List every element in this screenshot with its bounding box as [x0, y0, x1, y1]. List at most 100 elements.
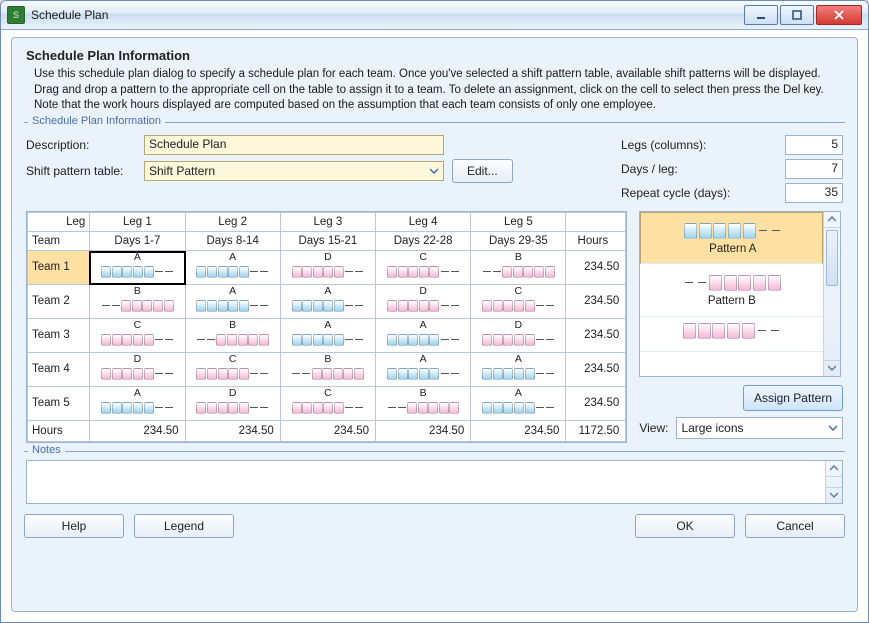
cancel-button[interactable]: Cancel [745, 514, 845, 538]
schedule-plan-window: S Schedule Plan Schedule Plan Informatio… [0, 0, 869, 623]
leg-hours: 234.50 [376, 420, 471, 441]
pattern-palette[interactable]: Pattern A Pattern B [639, 211, 841, 377]
leg-header[interactable]: Leg 2 [185, 212, 280, 231]
scroll-up-icon[interactable] [826, 461, 842, 477]
team-hours: 234.50 [566, 284, 626, 318]
schedule-cell[interactable]: C [90, 320, 184, 352]
days-per-leg-label: Days / leg: [621, 162, 777, 176]
notes-scrollbar[interactable] [825, 461, 842, 503]
leg-header[interactable]: Leg 1 [90, 212, 185, 231]
maximize-button[interactable] [780, 5, 814, 25]
schedule-cell[interactable]: A [376, 354, 470, 386]
team-hours: 234.50 [566, 250, 626, 284]
legend-button[interactable]: Legend [134, 514, 234, 538]
hours-footer-label: Hours [28, 420, 90, 441]
team-row-header[interactable]: Team 4 [28, 352, 90, 386]
view-select-value: Large icons [681, 421, 743, 435]
schedule-cell[interactable]: B [186, 320, 280, 352]
scroll-thumb[interactable] [826, 230, 838, 286]
edit-button[interactable]: Edit... [452, 159, 513, 183]
view-select[interactable]: Large icons [676, 417, 843, 439]
app-icon: S [7, 6, 25, 24]
schedule-cell[interactable]: D [471, 320, 565, 352]
leg-days-header[interactable]: Days 22-28 [376, 231, 471, 250]
notes-fieldset: Notes [24, 451, 845, 504]
team-row-header[interactable]: Team 3 [28, 318, 90, 352]
team-row-header[interactable]: Team 2 [28, 284, 90, 318]
close-button[interactable] [816, 5, 862, 25]
palette-item-label: Pattern B [708, 295, 756, 307]
dialog-header: Schedule Plan Information [26, 48, 845, 63]
repeat-cycle-label: Repeat cycle (days): [621, 186, 777, 200]
schedule-cell[interactable]: B [90, 286, 184, 318]
schedule-cell[interactable]: B [376, 388, 470, 420]
leg-days-header[interactable]: Days 15-21 [280, 231, 375, 250]
palette-item[interactable] [640, 317, 823, 352]
team-hours: 234.50 [566, 386, 626, 420]
schedule-cell[interactable]: A [471, 388, 565, 420]
schedule-table[interactable]: LegLeg 1Leg 2Leg 3Leg 4Leg 5TeamDays 1-7… [26, 211, 627, 443]
legs-label: Legs (columns): [621, 138, 777, 152]
repeat-cycle-input[interactable]: 35 [785, 183, 843, 203]
shift-pattern-table-label: Shift pattern table: [26, 164, 136, 178]
ok-button[interactable]: OK [635, 514, 735, 538]
schedule-cell[interactable]: A [186, 286, 280, 318]
schedule-cell[interactable]: C [281, 388, 375, 420]
scroll-down-icon[interactable] [826, 487, 842, 503]
schedule-plan-info-fieldset: Schedule Plan Information Description: S… [24, 122, 845, 443]
schedule-cell[interactable]: B [471, 252, 565, 284]
leg-hours: 234.50 [471, 420, 566, 441]
schedule-cell[interactable]: C [471, 286, 565, 318]
leg-header[interactable]: Leg 4 [376, 212, 471, 231]
schedule-cell[interactable]: A [90, 252, 184, 284]
leg-hours: 234.50 [280, 420, 375, 441]
help-button[interactable]: Help [24, 514, 124, 538]
view-label: View: [639, 421, 668, 435]
schedule-cell[interactable]: C [376, 252, 470, 284]
leg-days-header[interactable]: Days 8-14 [185, 231, 280, 250]
legs-input[interactable]: 5 [785, 135, 843, 155]
notes-textarea[interactable] [26, 460, 843, 504]
schedule-cell[interactable]: A [281, 320, 375, 352]
leg-days-header[interactable]: Days 29-35 [471, 231, 566, 250]
dialog-description: Use this schedule plan dialog to specify… [34, 67, 839, 114]
description-label: Description: [26, 138, 136, 152]
description-input[interactable]: Schedule Plan [144, 135, 444, 155]
schedule-cell[interactable]: D [186, 388, 280, 420]
palette-item[interactable]: Pattern A [640, 212, 823, 264]
chevron-down-icon [826, 421, 840, 435]
palette-item[interactable]: Pattern B [640, 264, 823, 317]
leg-days-header[interactable]: Days 1-7 [90, 231, 185, 250]
schedule-cell[interactable]: D [281, 252, 375, 284]
schedule-cell[interactable]: A [376, 320, 470, 352]
schedule-cell[interactable]: A [90, 388, 184, 420]
team-row-header[interactable]: Team 1 [28, 250, 90, 284]
shift-pattern-table-value: Shift Pattern [149, 164, 215, 178]
minimize-button[interactable] [744, 5, 778, 25]
schedule-cell[interactable]: A [186, 252, 280, 284]
fieldset-legend: Schedule Plan Information [28, 115, 165, 127]
titlebar[interactable]: S Schedule Plan [1, 1, 868, 30]
schedule-cell[interactable]: B [281, 354, 375, 386]
palette-item-label: Pattern A [709, 243, 756, 255]
assign-pattern-button[interactable]: Assign Pattern [743, 385, 843, 411]
leg-header[interactable]: Leg 5 [471, 212, 566, 231]
team-hours: 234.50 [566, 318, 626, 352]
schedule-cell[interactable]: A [281, 286, 375, 318]
schedule-cell[interactable]: D [376, 286, 470, 318]
shift-pattern-table-select[interactable]: Shift Pattern [144, 161, 444, 181]
days-per-leg-input[interactable]: 7 [785, 159, 843, 179]
team-row-header[interactable]: Team 5 [28, 386, 90, 420]
chevron-down-icon [427, 164, 441, 178]
leg-header[interactable]: Leg 3 [280, 212, 375, 231]
schedule-cell[interactable]: D [90, 354, 184, 386]
dialog-button-bar: Help Legend OK Cancel [24, 514, 845, 538]
palette-scrollbar[interactable] [823, 212, 840, 376]
notes-legend: Notes [28, 444, 65, 456]
scroll-down-icon[interactable] [824, 360, 840, 376]
scroll-up-icon[interactable] [824, 212, 840, 228]
team-hours: 234.50 [566, 352, 626, 386]
total-hours: 1172.50 [566, 420, 626, 441]
schedule-cell[interactable]: C [186, 354, 280, 386]
schedule-cell[interactable]: A [471, 354, 565, 386]
